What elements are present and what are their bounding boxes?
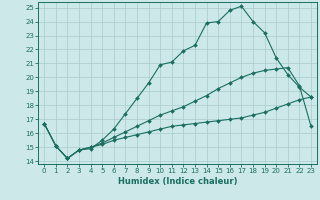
X-axis label: Humidex (Indice chaleur): Humidex (Indice chaleur) <box>118 177 237 186</box>
